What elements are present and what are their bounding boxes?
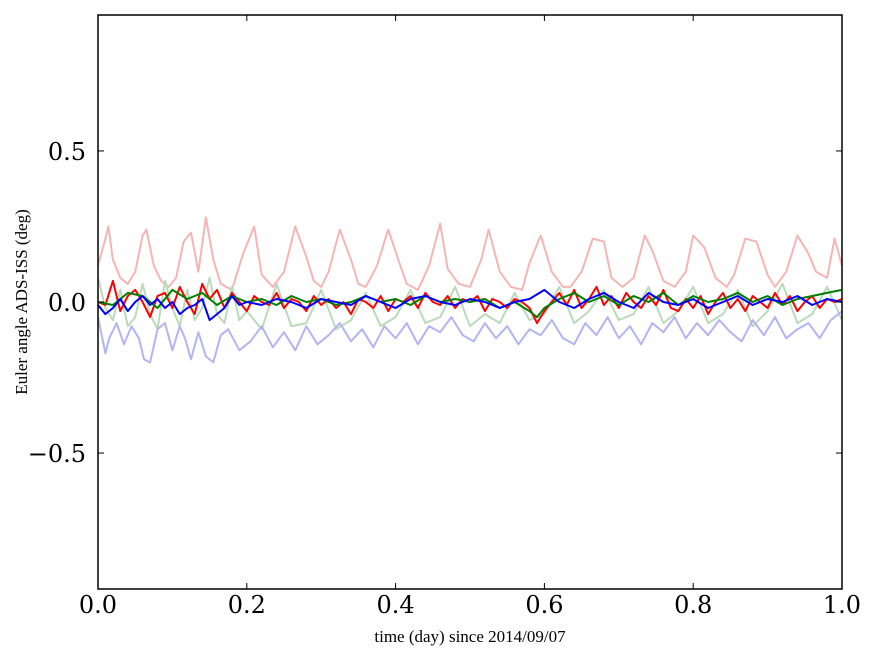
- series-line-2: [98, 310, 842, 364]
- y-tick-label: 0.0: [48, 289, 86, 317]
- series-line-5: [98, 288, 842, 322]
- x-tick-label: 0.6: [525, 591, 563, 619]
- x-tick-label: 0.0: [79, 591, 117, 619]
- tick-layer: 0.0 0.2 0.4 0.6 0.8 1.0 0.5 0.0 −0.5: [28, 15, 861, 619]
- x-tick-label: 1.0: [823, 591, 861, 619]
- y-axis-label: Euler angle ADS-ISS (deg): [12, 209, 31, 395]
- y-tick-label: −0.5: [28, 440, 86, 468]
- x-tick-label: 0.2: [228, 591, 266, 619]
- x-tick-label: 0.8: [674, 591, 712, 619]
- series-layer: [98, 216, 842, 364]
- y-tick-label: 0.5: [48, 138, 86, 166]
- x-axis-label: time (day) since 2014/09/07: [374, 627, 566, 646]
- series-line-0: [98, 216, 842, 291]
- x-tick-label: 0.4: [377, 591, 415, 619]
